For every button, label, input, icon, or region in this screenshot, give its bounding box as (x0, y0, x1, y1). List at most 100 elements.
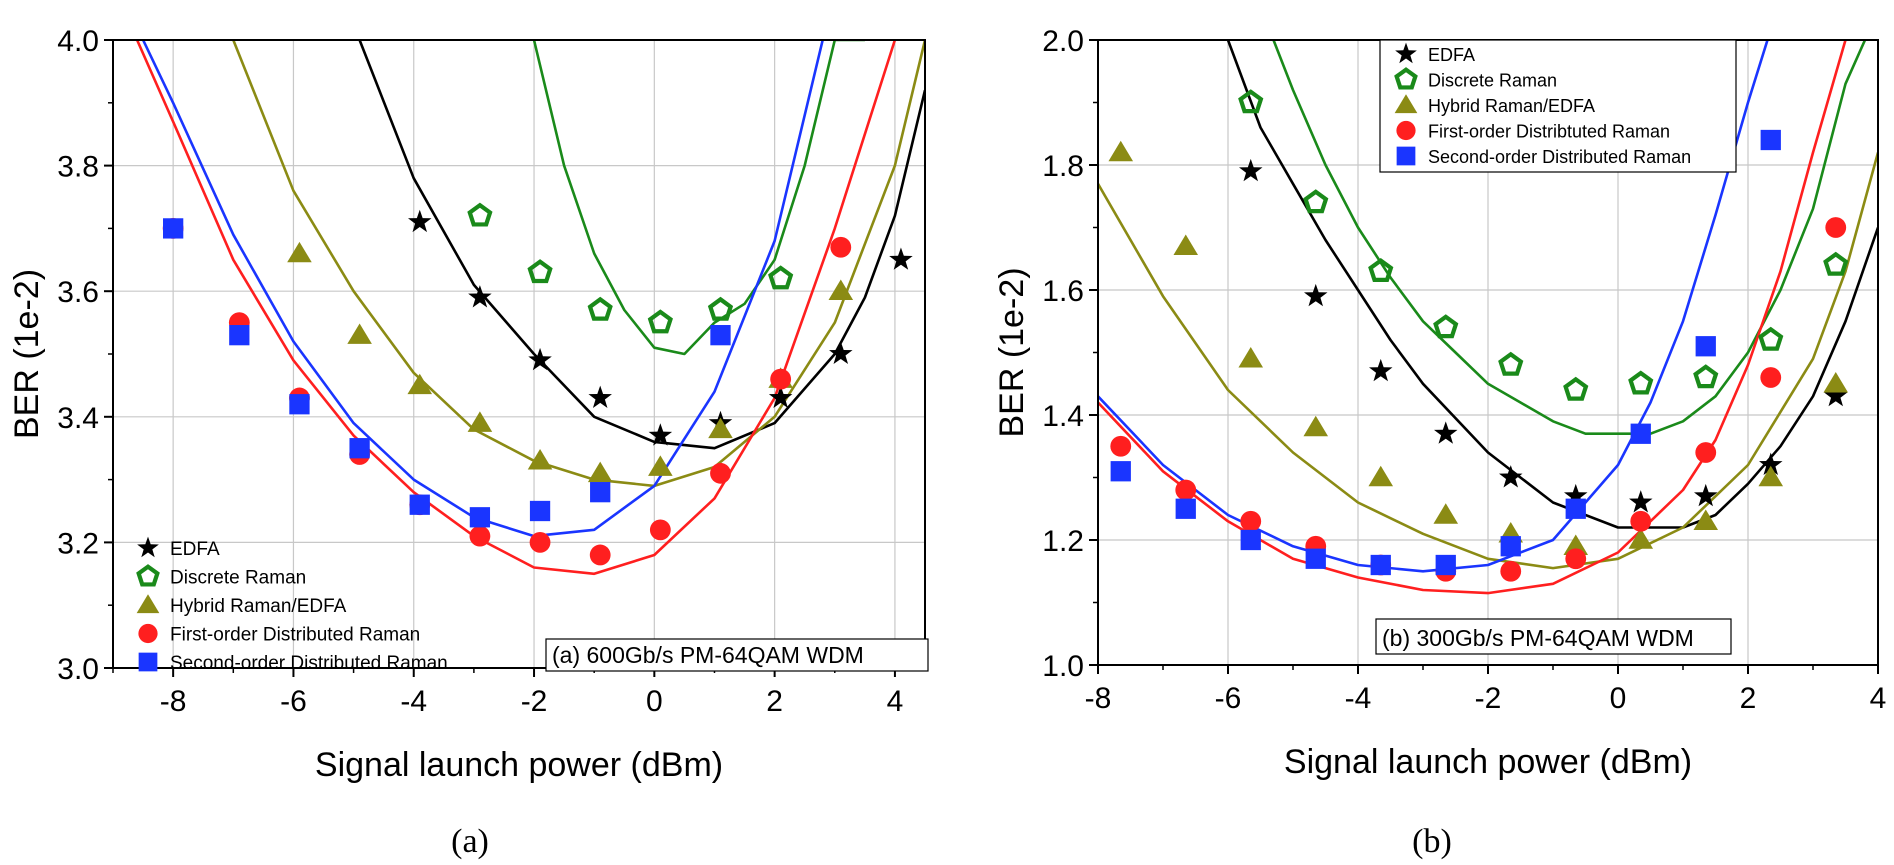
fit-curves-a (135, 40, 925, 576)
data-point-first (529, 532, 551, 553)
x-tick-label: 4 (887, 685, 904, 718)
x-tick-label: 0 (646, 685, 663, 718)
data-point-second (1695, 336, 1716, 357)
annotation-box-a: (a) 600Gb/s PM-64QAM WDM (545, 638, 929, 672)
data-point-edfa (1824, 383, 1848, 407)
legend-label: Second-order Distributed Raman (170, 653, 448, 674)
data-point-edfa (1304, 283, 1328, 307)
data-point-hybrid (1823, 372, 1849, 393)
data-point-hybrid (467, 411, 493, 432)
data-point-second (1305, 548, 1326, 569)
data-point-first (830, 236, 852, 258)
data-point-edfa (1434, 421, 1458, 444)
data-point-second (1760, 129, 1781, 151)
axis-ticks-b: -8 -6 -4 -2 0 2 4 1.0 1.2 1.4 1.6 1.8 2.0 (1042, 25, 1886, 715)
data-point-discrete (1303, 189, 1329, 214)
x-axis-label-a: Signal launch power (dBm) (315, 746, 723, 784)
data-point-first (770, 368, 792, 390)
legend-marker-first (1396, 120, 1416, 141)
data-point-hybrid (1238, 347, 1264, 368)
data-point-second (163, 218, 184, 239)
data-point-discrete (1563, 376, 1589, 401)
data-point-hybrid (1173, 234, 1199, 256)
data-point-second (1500, 536, 1521, 557)
data-point-hybrid (407, 373, 433, 395)
legend-label: First-order Distribtuted Raman (1428, 122, 1670, 142)
data-point-edfa (528, 347, 552, 371)
y-tick-label: 3.2 (57, 527, 99, 560)
data-point-hybrid (828, 279, 854, 300)
legend-item-first: First-order Distribtuted Raman (1396, 120, 1670, 142)
grid-a (113, 40, 925, 668)
data-point-discrete (1368, 257, 1394, 282)
data-point-discrete (707, 296, 734, 321)
data-point-first (649, 519, 671, 541)
data-point-second (1435, 554, 1456, 576)
data-point-hybrid (1303, 415, 1329, 437)
data-point-second (229, 325, 250, 346)
data-point-hybrid (1563, 534, 1589, 556)
data-point-second (409, 494, 430, 515)
legend-label: Hybrid Raman/EDFA (1428, 96, 1595, 116)
data-point-edfa (1694, 483, 1718, 507)
y-tick-label: 2.0 (1042, 25, 1084, 58)
data-point-first (1760, 367, 1782, 388)
y-tick-label: 3.0 (57, 653, 99, 686)
data-point-discrete (1433, 314, 1459, 339)
x-axis-label-b: Signal launch power (dBm) (1284, 743, 1692, 781)
fit-line-edfa (358, 40, 925, 450)
y-axis-label-a: BER (1e-2) (8, 269, 46, 439)
data-point-second (1565, 498, 1586, 519)
data-point-hybrid (1433, 503, 1459, 524)
x-tick-label: 4 (1870, 682, 1887, 715)
data-point-hybrid (648, 455, 673, 476)
x-tick-label: 2 (766, 685, 783, 718)
data-point-edfa (1239, 158, 1263, 182)
data-point-second (1630, 423, 1651, 444)
data-point-discrete (1693, 364, 1719, 389)
data-point-discrete (1238, 89, 1264, 114)
y-tick-label: 1.4 (1042, 400, 1084, 433)
panel-caption-b: (b) (1412, 823, 1452, 860)
fit-line-discrete (1272, 40, 1867, 435)
data-point-discrete (527, 259, 553, 284)
data-point-second (349, 438, 370, 459)
data-point-discrete (768, 265, 794, 290)
data-point-discrete (1498, 351, 1524, 376)
legend-item-second: Second-order Distributed Raman (1396, 146, 1691, 167)
data-point-hybrid (1693, 509, 1719, 531)
legend-marker-second (138, 652, 158, 672)
x-tick-label: -2 (1475, 682, 1502, 715)
legend-marker-second (1396, 146, 1416, 166)
data-point-second (1175, 498, 1196, 519)
y-tick-label: 1.6 (1042, 275, 1084, 308)
x-tick-label: -4 (1345, 682, 1372, 715)
legend-label: Discrete Raman (1428, 71, 1557, 91)
y-tick-label: 3.8 (57, 151, 99, 184)
fit-line-hybrid (1098, 152, 1878, 570)
data-point-first (469, 525, 491, 547)
x-tick-label: -8 (1085, 682, 1112, 715)
data-point-hybrid (527, 449, 553, 470)
legend-b: EDFA Discrete Raman Hybrid Raman/EDFA First… (1379, 39, 1737, 173)
y-tick-label: 3.4 (57, 402, 99, 435)
fit-line-discrete (532, 40, 865, 356)
legend-item-edfa: EDFA (1395, 42, 1475, 65)
legend-item-hybrid: Hybrid Raman/EDFA (136, 594, 347, 617)
data-point-edfa (1564, 483, 1588, 507)
data-point-second (469, 507, 491, 528)
data-point-discrete (647, 309, 673, 334)
data-point-edfa (588, 385, 612, 408)
y-tick-label: 4.0 (57, 25, 99, 58)
data-point-second (289, 394, 310, 415)
data-point-first (1825, 217, 1847, 238)
legend-item-first: First-order Distributed Raman (138, 623, 420, 646)
legend-a: EDFA Discrete Raman Hybrid Raman/EDFA First… (136, 536, 448, 674)
chart-panel-b: -8 -6 -4 -2 0 2 4 1.0 1.2 1.4 1.6 1.8 2.0 Signal lau… (993, 25, 1886, 860)
data-point-second (1110, 461, 1131, 482)
legend-label: EDFA (170, 539, 220, 560)
data-point-first (1695, 442, 1717, 463)
axis-ticks-a: -8 -6 -4 -2 0 2 4 3.0 3.2 3.4 3.6 3.8 4.0 (57, 25, 903, 718)
legend-label: Discrete Raman (170, 568, 306, 589)
